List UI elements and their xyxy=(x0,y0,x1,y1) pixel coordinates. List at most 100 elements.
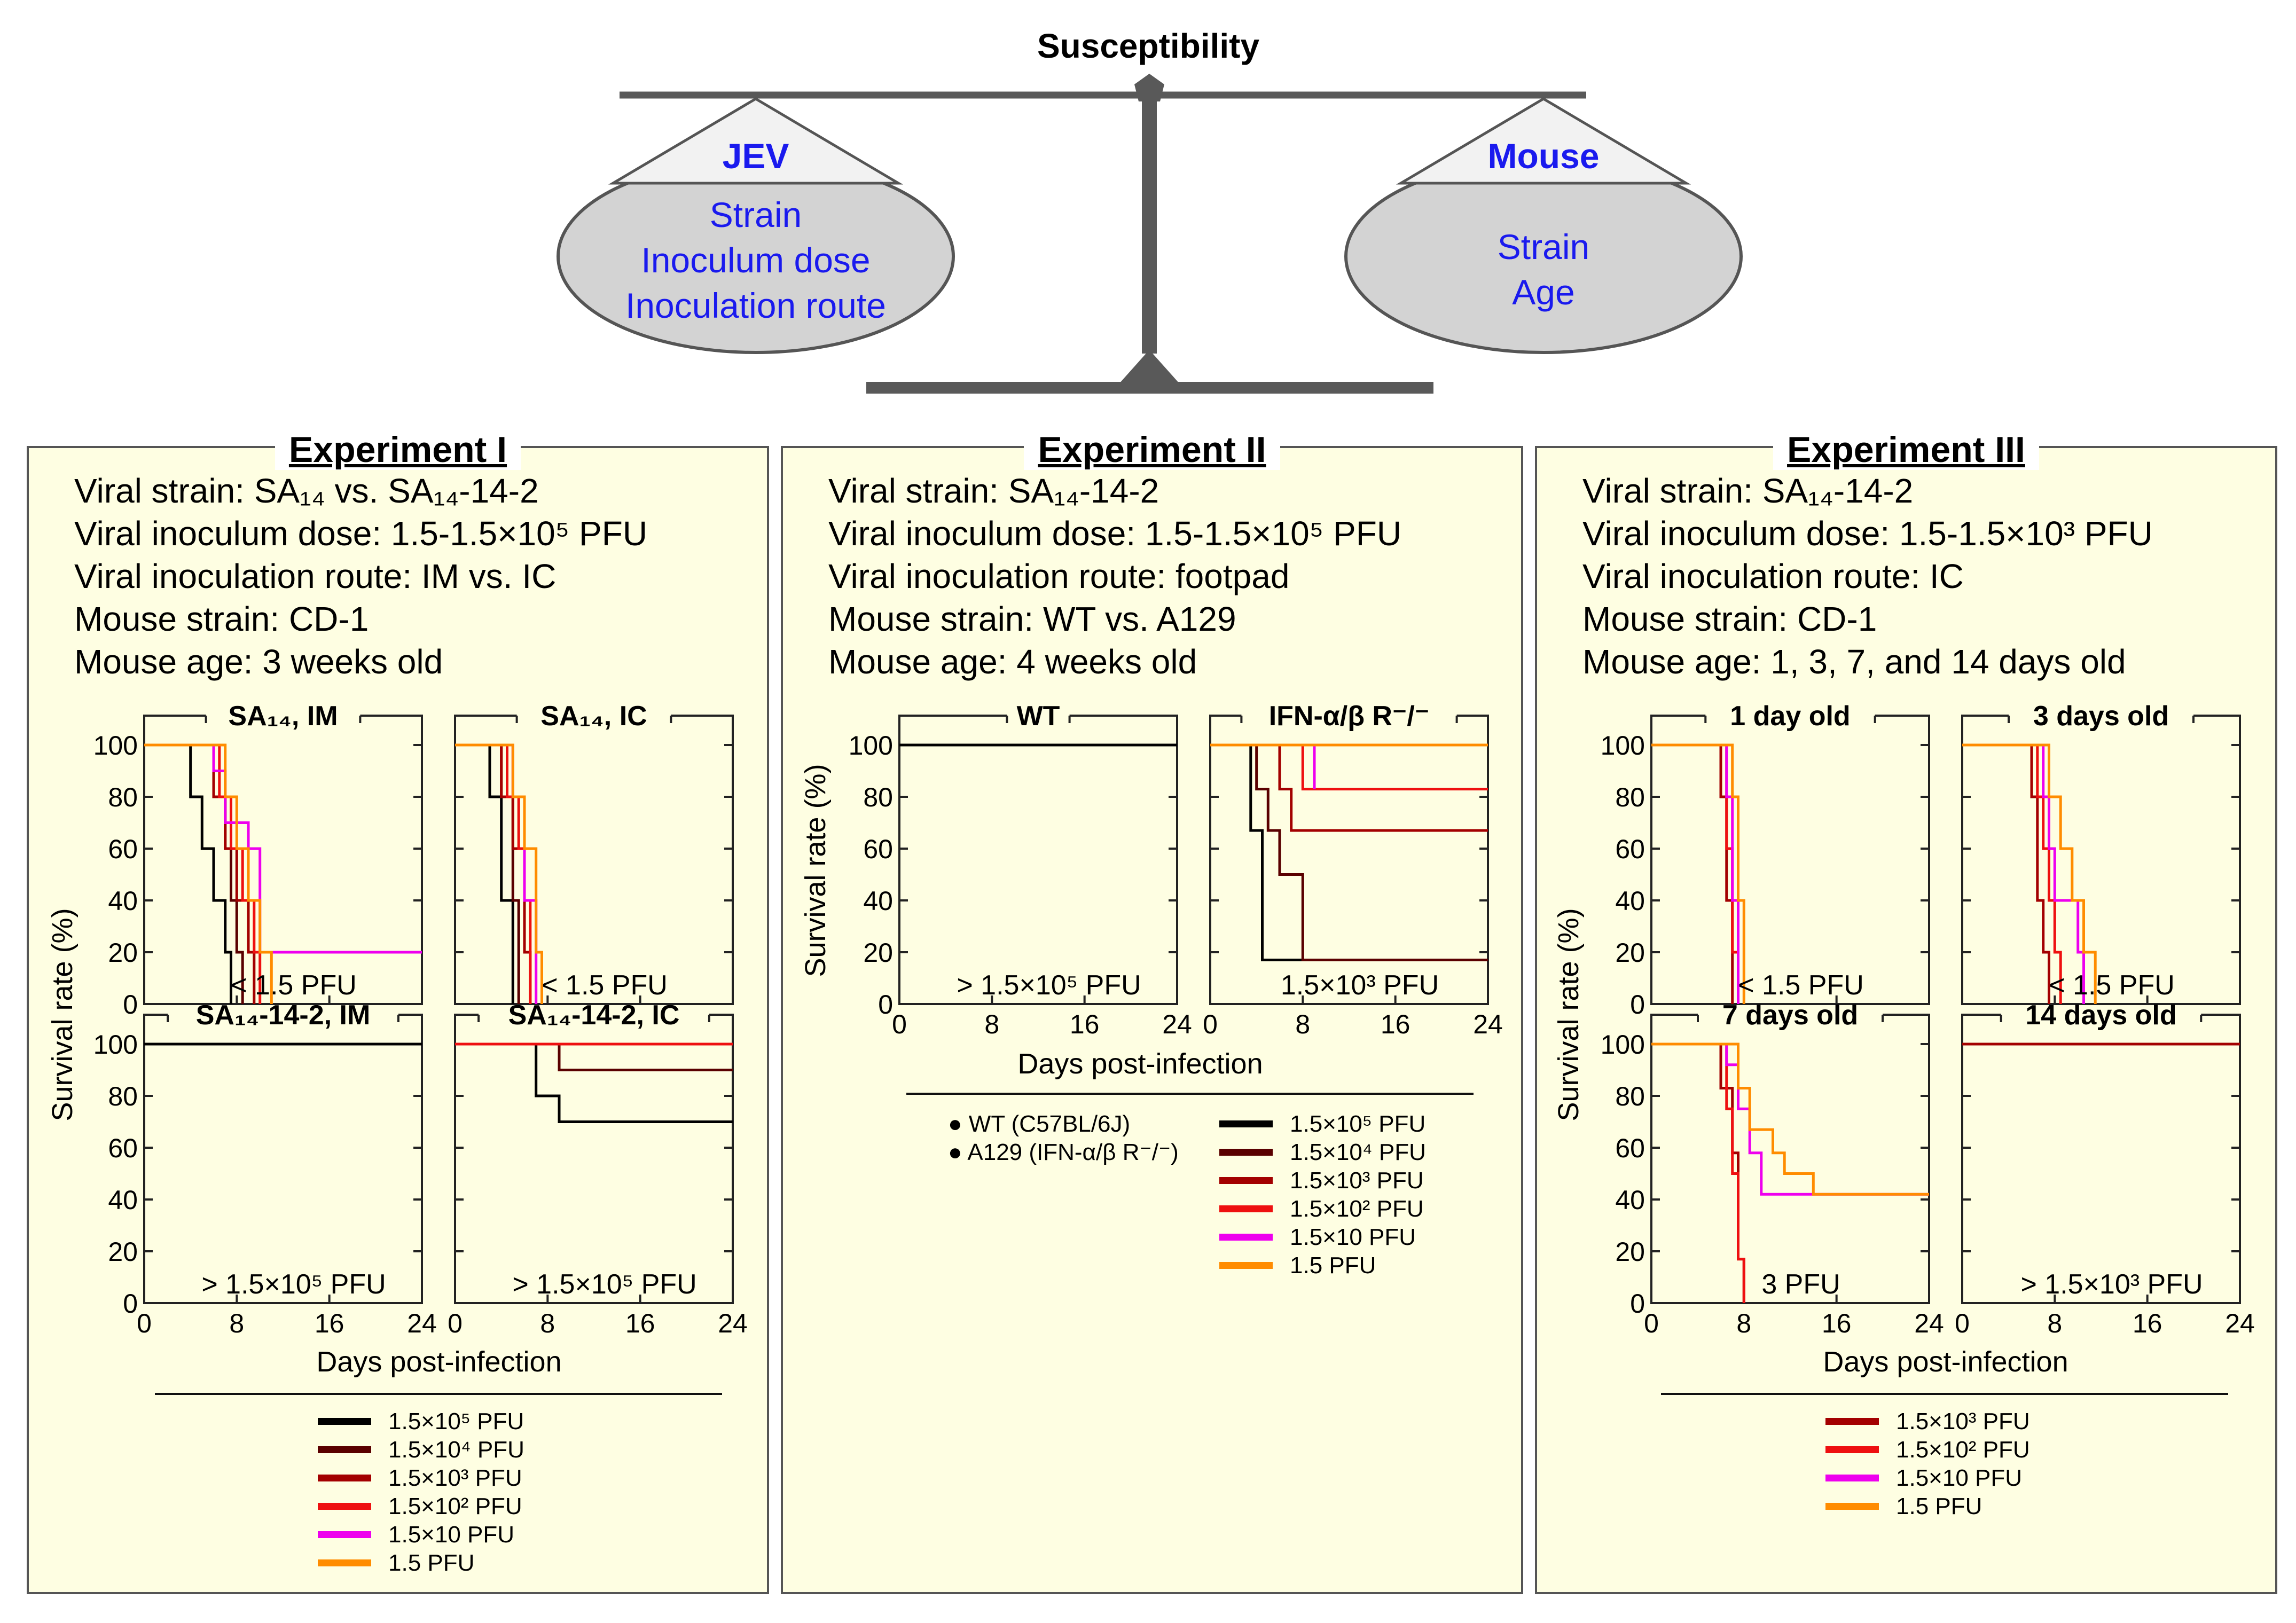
exp2-strain-notes: ● WT (C57BL/6J) ● A129 (IFN-α/β R⁻/⁻) xyxy=(948,1110,1179,1166)
legend-label: 1.5×10⁴ PFU xyxy=(1290,1139,1426,1165)
x-tick-label: 24 xyxy=(1473,1009,1503,1039)
mouse-item: Strain xyxy=(1498,227,1589,266)
plot-title: SA₁₄, IC xyxy=(540,701,647,732)
legend-swatch xyxy=(318,1503,371,1510)
exp2-legend: 1.5×10⁵ PFU 1.5×10⁴ PFU 1.5×10³ PFU 1.5×… xyxy=(1219,1110,1426,1280)
x-tick-label: 8 xyxy=(2047,1308,2062,1338)
strain-note: ● A129 (IFN-α/β R⁻/⁻) xyxy=(948,1139,1179,1165)
exp1-legend-rule xyxy=(155,1393,722,1395)
legend-label: 1.5×10² PFU xyxy=(388,1493,522,1519)
info-line: Viral strain: SA₁₄-14-2 xyxy=(828,472,1159,510)
legend-item: 1.5×10⁴ PFU xyxy=(1219,1138,1426,1166)
legend-item: 1.5 PFU xyxy=(1219,1251,1426,1280)
x-tick-label: 24 xyxy=(2225,1308,2255,1338)
exp1-legend: 1.5×10⁵ PFU 1.5×10⁴ PFU 1.5×10³ PFU 1.5×… xyxy=(318,1407,524,1577)
exp2-xlabel: Days post-infection xyxy=(1017,1048,1263,1080)
exp3-xlabel: Days post-infection xyxy=(1823,1346,2068,1378)
survival-curve xyxy=(1651,1042,1745,1303)
legend-label: 1.5 PFU xyxy=(1290,1252,1376,1279)
legend-label: 1.5×10 PFU xyxy=(1896,1464,2023,1491)
survival-curve xyxy=(1210,743,1316,789)
legend-label: 1.5×10² PFU xyxy=(1290,1195,1424,1222)
plot-frame xyxy=(1961,715,2241,1005)
plot-title: 1 day old xyxy=(1730,701,1850,732)
x-tick-label: 0 xyxy=(1644,1308,1659,1338)
legend-swatch xyxy=(318,1475,371,1481)
legend-item: 1.5×10 PFU xyxy=(318,1520,524,1549)
x-tick-label: 16 xyxy=(1381,1009,1410,1039)
plot-frame xyxy=(143,1014,423,1304)
experiment-3-title: Experiment III xyxy=(1773,429,2039,470)
experiment-3-info: Viral strain: SA₁₄-14-2 Viral inoculum d… xyxy=(1582,469,2153,683)
legend-label: 1.5×10³ PFU xyxy=(1896,1408,2030,1434)
plot-frame xyxy=(454,1014,734,1304)
info-line: Viral inoculation route: IM vs. IC xyxy=(74,557,557,595)
plot-title: SA₁₄-14-2, IC xyxy=(508,1000,680,1031)
y-tick-label: 20 xyxy=(863,938,893,968)
survival-curve xyxy=(1210,743,1488,961)
threshold-annotation: > 1.5×10⁵ PFU xyxy=(201,1269,386,1300)
legend-label: 1.5 PFU xyxy=(388,1549,475,1576)
plot-title: WT xyxy=(1017,701,1060,732)
survival-curve xyxy=(1651,1042,1929,1196)
y-tick-label: 60 xyxy=(1615,834,1645,864)
jev-item: Inoculum dose xyxy=(641,240,870,280)
y-tick-label: 0 xyxy=(1630,990,1645,1020)
y-tick-label: 0 xyxy=(1630,1289,1645,1319)
experiment-1-info: Viral strain: SA₁₄ vs. SA₁₄-14-2 Viral i… xyxy=(74,469,647,683)
legend-item: 1.5×10³ PFU xyxy=(1825,1407,2030,1436)
jev-item: Strain xyxy=(710,195,802,234)
plot-title: SA₁₄-14-2, IM xyxy=(196,1000,371,1031)
legend-item: 1.5×10² PFU xyxy=(318,1492,524,1520)
info-line: Mouse strain: WT vs. A129 xyxy=(828,600,1236,638)
y-tick-label: 80 xyxy=(1615,1081,1645,1111)
plot-frame xyxy=(1650,715,1930,1005)
plot-frame xyxy=(898,715,1178,1005)
experiment-1-title: Experiment I xyxy=(275,429,521,470)
legend-item: 1.5×10⁵ PFU xyxy=(1219,1110,1426,1138)
legend-label: 1.5×10² PFU xyxy=(1896,1436,2030,1463)
x-tick-label: 16 xyxy=(625,1308,655,1338)
threshold-annotation: < 1.5 PFU xyxy=(542,970,668,1001)
jev-label: JEV xyxy=(723,136,789,176)
y-tick-label: 80 xyxy=(108,782,138,812)
info-line: Viral inoculum dose: 1.5-1.5×10⁵ PFU xyxy=(828,514,1402,553)
experiment-2-panel: Experiment II Viral strain: SA₁₄-14-2 Vi… xyxy=(781,429,1523,1594)
legend-label: 1.5×10⁵ PFU xyxy=(1290,1110,1426,1137)
y-tick-label: 40 xyxy=(1615,1185,1645,1215)
x-tick-label: 0 xyxy=(137,1308,152,1338)
info-line: Viral inoculation route: footpad xyxy=(828,557,1290,595)
legend-swatch xyxy=(318,1446,371,1453)
legend-swatch xyxy=(1825,1446,1879,1453)
legend-swatch xyxy=(318,1531,371,1538)
legend-swatch xyxy=(1219,1177,1273,1184)
survival-curve xyxy=(1962,743,2050,1004)
exp1-xlabel: Days post-infection xyxy=(316,1346,561,1378)
survival-curve xyxy=(1651,743,1745,1004)
legend-label: 1.5×10⁵ PFU xyxy=(388,1408,524,1434)
x-tick-label: 24 xyxy=(1162,1009,1192,1039)
x-tick-label: 0 xyxy=(1203,1009,1218,1039)
survival-curve xyxy=(455,743,538,1004)
plot-frame xyxy=(454,715,734,1005)
y-tick-label: 40 xyxy=(108,886,138,916)
x-tick-label: 24 xyxy=(407,1308,437,1338)
y-tick-label: 80 xyxy=(863,782,893,812)
legend-swatch xyxy=(1825,1503,1879,1510)
survival-curve xyxy=(144,743,256,1004)
y-tick-label: 20 xyxy=(1615,1237,1645,1267)
plot-title: 3 days old xyxy=(2033,701,2169,732)
plot-title: IFN-α/β R⁻/⁻ xyxy=(1269,701,1430,732)
mouse-item: Age xyxy=(1512,272,1574,312)
survival-curve xyxy=(1962,743,2062,1004)
experiment-2-info: Viral strain: SA₁₄-14-2 Viral inoculum d… xyxy=(828,469,1401,683)
plot-frame xyxy=(1961,1014,2241,1304)
legend-label: 1.5×10 PFU xyxy=(1290,1224,1416,1250)
y-tick-label: 40 xyxy=(863,886,893,916)
experiment-2-title: Experiment II xyxy=(1024,429,1280,470)
x-tick-label: 0 xyxy=(892,1009,907,1039)
threshold-annotation: < 1.5 PFU xyxy=(231,970,357,1001)
legend-swatch xyxy=(1825,1475,1879,1481)
legend-label: 1.5×10³ PFU xyxy=(1290,1167,1424,1194)
